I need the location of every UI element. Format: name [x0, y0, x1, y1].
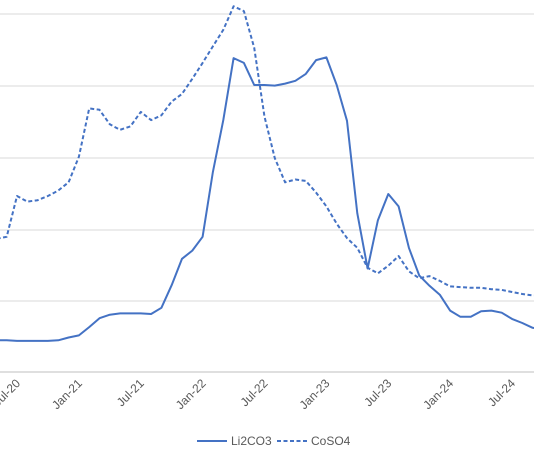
series-line-li2co3 — [0, 56, 534, 342]
series-lines — [0, 5, 534, 342]
x-tick-label-2: Jul-21 — [114, 376, 147, 409]
legend-label-li2co3: Li2CO3 — [231, 434, 272, 448]
x-tick-label-6: Jul-23 — [361, 376, 394, 409]
x-tick-label-4: Jul-22 — [238, 376, 271, 409]
x-tick-label-0: Jul-20 — [0, 376, 23, 409]
x-tick-label-7: Jan-24 — [420, 376, 456, 412]
x-tick-label-5: Jan-23 — [297, 376, 333, 412]
series-line-coso4 — [0, 5, 534, 297]
x-tick-labels: Jul-20 Jan-21 Jul-21 Jan-22 Jul-22 Jan-23 Jul-… — [0, 376, 518, 412]
x-tick-label-3: Jan-22 — [173, 376, 209, 412]
x-tick-label-1: Jan-21 — [49, 376, 85, 412]
x-tick-label-8: Jul-24 — [485, 376, 518, 409]
legend: Li2CO3 CoSO4 — [197, 434, 351, 448]
gridlines — [0, 13, 534, 302]
legend-label-coso4: CoSO4 — [311, 434, 351, 448]
